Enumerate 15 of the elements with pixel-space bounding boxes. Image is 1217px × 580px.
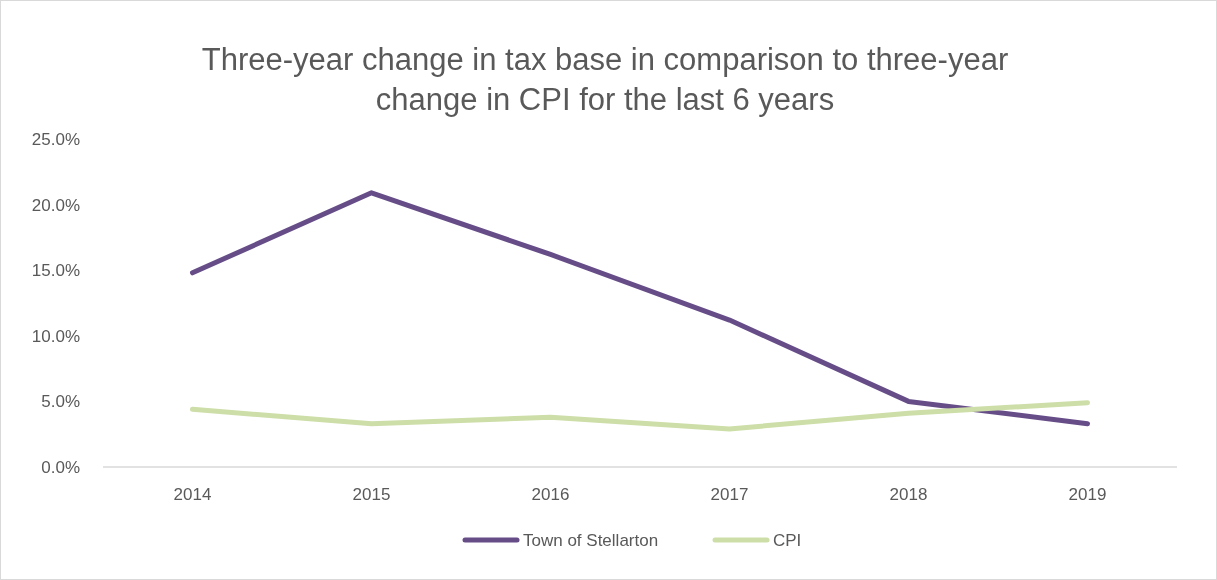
y-tick-label: 10.0%: [31, 326, 80, 346]
x-tick-label: 2014: [173, 485, 212, 504]
x-tick-label: 2019: [1068, 485, 1107, 504]
y-tick-label: 25.0%: [31, 129, 80, 149]
legend-label: Town of Stellarton: [523, 530, 659, 550]
legend-label: CPI: [773, 530, 802, 550]
x-tick-label: 2015: [352, 485, 391, 504]
x-tick-label: 2018: [889, 485, 928, 504]
x-tick-label: 2017: [710, 485, 749, 504]
y-tick-label: 20.0%: [31, 195, 80, 215]
y-tick-label: 15.0%: [31, 261, 80, 281]
y-tick-label: 5.0%: [41, 392, 80, 412]
y-tick-label: 0.0%: [41, 457, 80, 477]
chart-title: Three-year change in tax base in comparison to three-year change in CPI for the last 6 years: [201, 42, 1009, 117]
x-tick-label: 2016: [531, 485, 570, 504]
